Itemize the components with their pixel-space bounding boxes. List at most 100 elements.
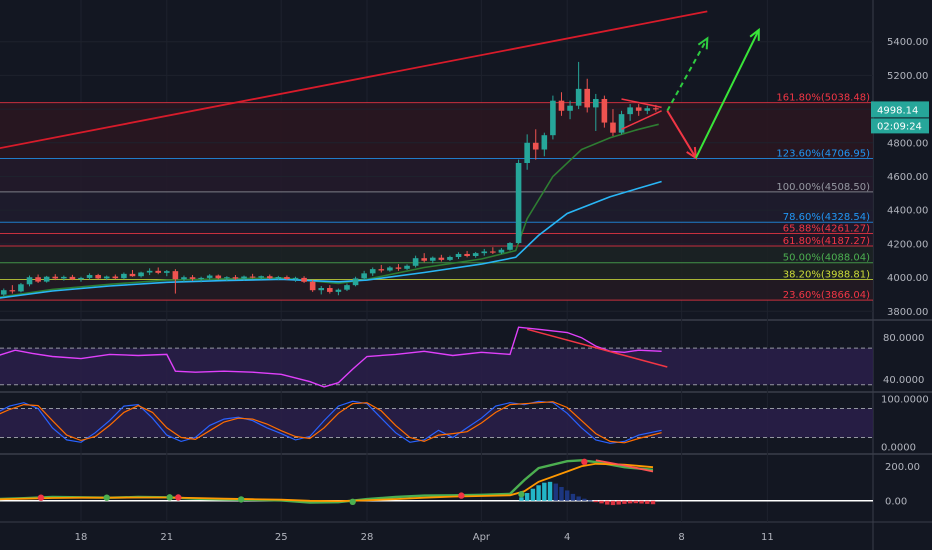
- macd-histogram-bar: [565, 490, 570, 501]
- time-axis-tick: 11: [761, 532, 774, 543]
- candle-body: [601, 98, 608, 123]
- candle-body: [129, 273, 136, 277]
- candle-body: [112, 276, 119, 279]
- macd-histogram-bar: [610, 500, 616, 506]
- macd-histogram-bar: [622, 500, 627, 504]
- candle-body: [266, 276, 273, 279]
- candle-body: [241, 276, 247, 279]
- price-axis-tick: 4600.00: [887, 172, 928, 183]
- time-axis-tick: 21: [160, 532, 173, 543]
- fib-level-label: 61.80%(4187.27): [783, 236, 870, 247]
- stoch-axis-tick: 100.0000: [881, 394, 929, 405]
- macd-histogram-bar: [542, 482, 547, 501]
- resistance-trendline: [0, 10, 708, 150]
- candle-body: [181, 277, 187, 280]
- fib-level-label: 161.80%(5038.48): [776, 93, 870, 104]
- macd-histogram-bar: [582, 498, 587, 501]
- candle-body: [472, 253, 479, 256]
- candle-body: [78, 277, 84, 280]
- candle-body: [421, 258, 427, 261]
- triangle-upper-line: [621, 98, 662, 109]
- candle-body: [335, 289, 342, 292]
- candle-body: [550, 100, 556, 136]
- forecast-arrow-dashed: [666, 37, 709, 112]
- current-price-label: 4998.14: [877, 105, 918, 116]
- fib-level-label: 78.60%(4328.54): [783, 212, 870, 223]
- candle-body: [515, 163, 522, 244]
- rsi-band-fill: [0, 348, 873, 385]
- price-axis-tick: 4000.00: [887, 273, 928, 284]
- candle-body: [429, 257, 436, 261]
- macd-histogram-bar: [627, 500, 633, 504]
- fib-level-label: 38.20%(3988.81): [783, 269, 870, 280]
- candle-body: [18, 284, 24, 292]
- fib-level-label: 123.60%(4706.95): [776, 148, 870, 159]
- candle-body: [275, 277, 282, 279]
- candle-body: [447, 257, 453, 260]
- price-axis-tick: 5200.00: [887, 71, 928, 82]
- candle-body: [344, 285, 350, 290]
- macd-cross-dot: [458, 492, 465, 499]
- candle-body: [309, 281, 316, 291]
- price-axis-tick: 4200.00: [887, 239, 928, 250]
- candle-body: [524, 142, 530, 163]
- candle-body: [593, 98, 599, 108]
- macd-cross-dot: [37, 494, 45, 501]
- candle-body: [395, 267, 402, 269]
- candle-body: [361, 273, 367, 279]
- candle-body: [215, 275, 222, 279]
- macd-histogram-bar: [524, 493, 530, 501]
- candle-body: [610, 122, 616, 133]
- candle-body: [198, 277, 204, 279]
- candle-body: [352, 278, 359, 286]
- candle-body: [146, 270, 153, 273]
- candle-body: [327, 288, 333, 292]
- macd-cross-dot: [518, 491, 525, 498]
- candle-body: [103, 276, 110, 279]
- candle-body: [95, 275, 101, 279]
- candle-body: [635, 107, 642, 111]
- time-axis-tick: 28: [361, 532, 374, 543]
- candle-body: [172, 271, 179, 280]
- macd-cross-dot: [103, 494, 110, 501]
- macd-cross-dot: [175, 494, 182, 501]
- time-axis-tick: 4: [564, 532, 570, 543]
- macd-histogram-bar: [530, 488, 536, 501]
- macd-histogram-bar: [593, 500, 598, 503]
- candle-body: [138, 272, 144, 277]
- macd-cross-dot: [581, 458, 588, 466]
- candle-body: [438, 257, 445, 260]
- candle-body: [369, 269, 376, 274]
- candle-body: [541, 135, 548, 150]
- candle-body: [481, 251, 488, 254]
- macd-cross-dot: [237, 496, 245, 503]
- candle-body: [584, 88, 591, 108]
- current-price-marker: [871, 101, 929, 118]
- rsi-line: [0, 326, 662, 388]
- candle-body: [206, 275, 213, 278]
- forecast-arrow-down: [666, 110, 697, 159]
- fib-level-label: 100.00%(4508.50): [776, 182, 870, 193]
- candle-body: [558, 100, 565, 111]
- candle-body: [464, 253, 470, 256]
- macd-axis-tick: 0.00: [885, 496, 907, 507]
- macd-histogram-bar: [576, 496, 581, 501]
- fib-zone: [0, 246, 873, 263]
- stoch-axis-tick: 0.0000: [881, 443, 916, 454]
- candle-body: [318, 288, 325, 291]
- macd-histogram-bar: [536, 485, 541, 501]
- candle-body: [9, 290, 16, 292]
- macd-histogram-bar: [553, 483, 558, 501]
- macd-histogram-bar: [605, 500, 610, 505]
- candle-body: [653, 108, 659, 110]
- candle-body: [52, 276, 59, 279]
- macd-histogram-bar: [650, 500, 656, 505]
- fib-zone: [0, 158, 873, 192]
- candle-body: [155, 270, 162, 273]
- price-axis-tick: 4400.00: [887, 206, 928, 217]
- triangle-lower-line: [621, 110, 662, 130]
- fib-level-label: 23.60%(3866.04): [783, 290, 870, 301]
- candle-body: [26, 277, 33, 285]
